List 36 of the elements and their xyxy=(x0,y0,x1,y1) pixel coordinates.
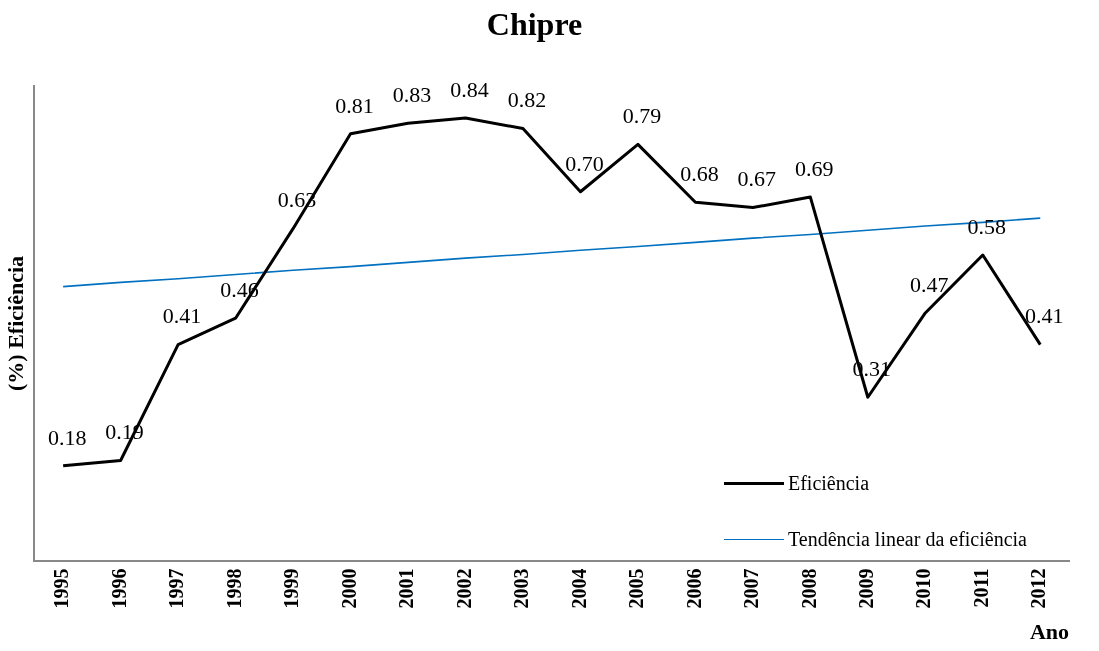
y-axis-title: (%) Eficiência xyxy=(2,255,28,392)
x-tick-label: 2010 xyxy=(912,568,935,609)
x-tick-label: 2000 xyxy=(337,568,360,609)
x-tick-label: 2006 xyxy=(682,568,705,609)
data-label: 0.81 xyxy=(335,92,374,118)
data-label: 0.67 xyxy=(737,166,777,192)
data-label: 0.69 xyxy=(795,155,834,181)
chart-title: Chipre xyxy=(486,6,583,43)
legend-label: Tendência linear da eficiência xyxy=(787,527,1027,551)
x-tick-label: 2011 xyxy=(969,568,992,608)
x-tick-label: 1996 xyxy=(107,568,130,609)
x-tick-label: 2003 xyxy=(510,568,533,609)
x-tick-label: 2002 xyxy=(452,568,475,609)
x-tick-label: 1997 xyxy=(165,568,188,609)
x-tick-label: 2005 xyxy=(625,568,648,609)
x-tick-label: 1998 xyxy=(222,568,245,609)
data-label: 0.18 xyxy=(47,424,87,450)
data-label: 0.82 xyxy=(507,87,547,113)
data-label: 0.83 xyxy=(392,82,432,108)
x-tick-label: 2012 xyxy=(1027,568,1050,609)
data-label: 0.79 xyxy=(622,103,662,129)
data-label: 0.47 xyxy=(910,271,949,297)
x-tick-label: 2009 xyxy=(855,568,877,609)
x-tick-label: 2004 xyxy=(567,568,590,609)
x-tick-label: 1999 xyxy=(280,568,303,609)
legend-label: Eficiência xyxy=(787,471,870,495)
data-label: 0.84 xyxy=(450,76,489,102)
data-label: 0.68 xyxy=(680,161,719,187)
data-label: 0.41 xyxy=(162,303,202,329)
x-tick-label: 2008 xyxy=(797,568,820,609)
data-label: 0.70 xyxy=(565,150,604,176)
x-tick-label: 1995 xyxy=(50,568,73,609)
x-tick-label: 2007 xyxy=(740,568,763,609)
x-axis-title: Ano xyxy=(1029,619,1069,645)
data-label: 0.41 xyxy=(1025,303,1064,329)
x-tick-label: 2001 xyxy=(395,568,418,609)
